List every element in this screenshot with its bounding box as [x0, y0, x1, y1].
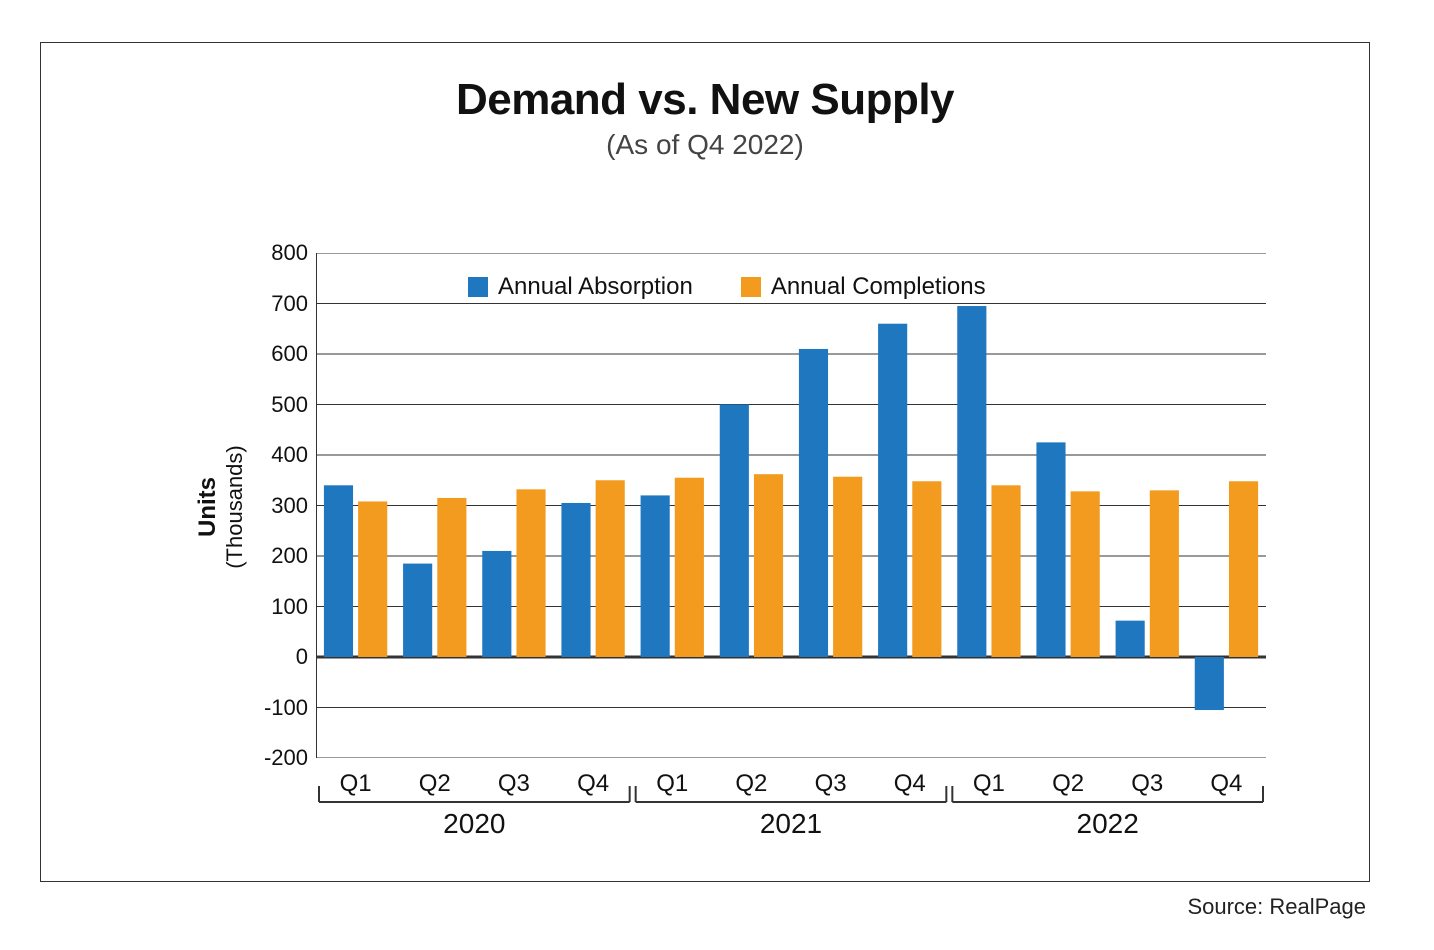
bar-annual-completions-5 — [754, 474, 783, 657]
y-tick-300: 300 — [248, 493, 308, 519]
chart-frame: Demand vs. New Supply (As of Q4 2022) An… — [40, 42, 1370, 882]
bar-annual-absorption-8 — [957, 306, 986, 657]
y-tick-400: 400 — [248, 442, 308, 468]
bar-annual-completions-1 — [437, 498, 466, 657]
bar-annual-completions-2 — [516, 489, 545, 657]
bar-annual-absorption-3 — [561, 503, 590, 657]
bar-annual-completions-6 — [833, 477, 862, 657]
bar-annual-absorption-2 — [482, 551, 511, 657]
bar-annual-completions-10 — [1150, 490, 1179, 657]
bar-annual-completions-9 — [1071, 491, 1100, 657]
y-tick-0: 0 — [248, 644, 308, 670]
y-tick-200: 200 — [248, 543, 308, 569]
bar-annual-absorption-6 — [799, 349, 828, 657]
y-axis-label: Units (Thousands) — [194, 407, 248, 607]
y-axis-label-sub: (Thousands) — [222, 446, 247, 570]
bar-annual-absorption-10 — [1116, 621, 1145, 657]
y-tick-800: 800 — [248, 240, 308, 266]
y-tick-600: 600 — [248, 341, 308, 367]
plot-area — [316, 253, 1266, 758]
bar-annual-completions-3 — [596, 480, 625, 657]
bar-annual-completions-7 — [912, 481, 941, 657]
bar-annual-completions-0 — [358, 501, 387, 657]
bar-annual-absorption-5 — [720, 405, 749, 658]
source-text: Source: RealPage — [1187, 894, 1366, 920]
bar-annual-absorption-1 — [403, 564, 432, 657]
bar-annual-absorption-0 — [324, 485, 353, 657]
y-tick--100: -100 — [248, 695, 308, 721]
bar-annual-completions-8 — [991, 485, 1020, 657]
y-axis-label-main: Units — [194, 477, 221, 537]
chart-title: Demand vs. New Supply — [41, 75, 1369, 125]
y-tick--200: -200 — [248, 745, 308, 771]
bar-annual-absorption-7 — [878, 324, 907, 657]
page: Demand vs. New Supply (As of Q4 2022) An… — [0, 0, 1434, 950]
bar-annual-completions-11 — [1229, 481, 1258, 657]
bar-annual-absorption-11 — [1195, 657, 1224, 710]
chart-subtitle: (As of Q4 2022) — [41, 129, 1369, 161]
bar-annual-completions-4 — [675, 478, 704, 657]
y-tick-700: 700 — [248, 291, 308, 317]
bar-annual-absorption-4 — [641, 495, 670, 657]
year-brackets — [316, 766, 1266, 836]
y-tick-500: 500 — [248, 392, 308, 418]
y-tick-100: 100 — [248, 594, 308, 620]
bar-annual-absorption-9 — [1036, 442, 1065, 657]
